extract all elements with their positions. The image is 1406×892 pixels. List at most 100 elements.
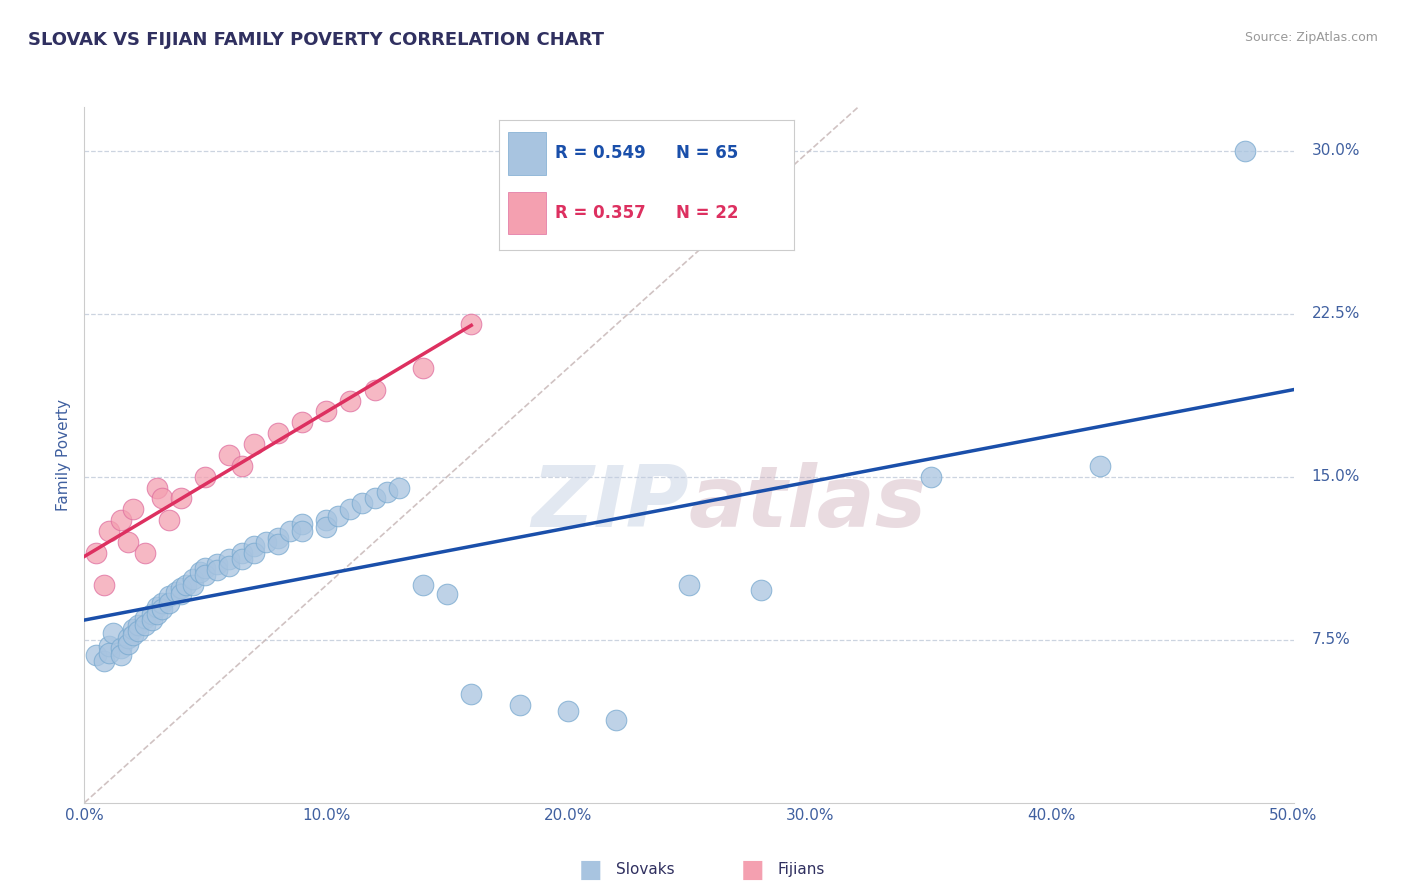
- FancyBboxPatch shape: [508, 192, 547, 235]
- Point: [315, 404, 337, 418]
- Text: SLOVAK VS FIJIAN FAMILY POVERTY CORRELATION CHART: SLOVAK VS FIJIAN FAMILY POVERTY CORRELAT…: [28, 31, 605, 49]
- Point: [141, 613, 163, 627]
- Text: R = 0.357: R = 0.357: [555, 204, 645, 222]
- Point: [291, 517, 314, 532]
- FancyBboxPatch shape: [508, 132, 547, 175]
- Point: [460, 318, 482, 332]
- Text: ZIP: ZIP: [531, 462, 689, 545]
- Point: [181, 572, 204, 586]
- Point: [751, 582, 773, 597]
- Point: [242, 546, 264, 560]
- Point: [363, 491, 385, 506]
- Point: [190, 566, 212, 580]
- Point: [315, 519, 337, 533]
- Point: [157, 589, 180, 603]
- Point: [86, 648, 108, 662]
- Point: [121, 628, 143, 642]
- Point: [181, 578, 204, 592]
- Point: [339, 393, 361, 408]
- Point: [174, 578, 197, 592]
- Point: [117, 637, 139, 651]
- Point: [509, 698, 531, 712]
- Point: [267, 537, 290, 551]
- Point: [339, 502, 361, 516]
- Point: [375, 484, 398, 499]
- Point: [412, 578, 434, 592]
- Point: [117, 535, 139, 549]
- Point: [146, 600, 169, 615]
- Point: [110, 641, 132, 656]
- Point: [388, 481, 411, 495]
- Point: [363, 383, 385, 397]
- Point: [194, 469, 217, 483]
- Point: [103, 626, 125, 640]
- Point: [267, 531, 290, 545]
- Point: [127, 617, 149, 632]
- Text: ■: ■: [741, 858, 763, 881]
- Point: [291, 524, 314, 538]
- Point: [157, 513, 180, 527]
- Point: [165, 585, 187, 599]
- Point: [231, 552, 253, 566]
- Point: [150, 602, 173, 616]
- Point: [134, 617, 156, 632]
- Point: [436, 587, 458, 601]
- Point: [170, 587, 193, 601]
- Point: [267, 426, 290, 441]
- Point: [218, 552, 240, 566]
- Point: [412, 360, 434, 375]
- Point: [1234, 144, 1257, 158]
- Point: [194, 561, 217, 575]
- Point: [134, 611, 156, 625]
- Point: [121, 502, 143, 516]
- Text: N = 22: N = 22: [676, 204, 738, 222]
- Point: [110, 648, 132, 662]
- Point: [97, 646, 120, 660]
- Point: [146, 607, 169, 621]
- Y-axis label: Family Poverty: Family Poverty: [56, 399, 72, 511]
- Point: [207, 563, 229, 577]
- Point: [170, 581, 193, 595]
- Point: [242, 437, 264, 451]
- Point: [134, 546, 156, 560]
- Point: [328, 508, 350, 523]
- Point: [291, 415, 314, 429]
- Point: [218, 558, 240, 573]
- Point: [86, 546, 108, 560]
- Point: [352, 496, 374, 510]
- Text: 7.5%: 7.5%: [1312, 632, 1350, 648]
- Point: [127, 624, 149, 638]
- Text: 22.5%: 22.5%: [1312, 306, 1360, 321]
- Text: 15.0%: 15.0%: [1312, 469, 1360, 484]
- Point: [460, 687, 482, 701]
- Point: [231, 458, 253, 473]
- Point: [146, 481, 169, 495]
- Text: N = 65: N = 65: [676, 145, 738, 162]
- Point: [278, 524, 301, 538]
- Point: [117, 631, 139, 645]
- Point: [557, 705, 579, 719]
- Text: Source: ZipAtlas.com: Source: ZipAtlas.com: [1244, 31, 1378, 45]
- Text: 30.0%: 30.0%: [1312, 143, 1360, 158]
- Point: [93, 578, 115, 592]
- Point: [150, 491, 173, 506]
- Point: [678, 578, 700, 592]
- Point: [150, 596, 173, 610]
- Text: ■: ■: [579, 858, 602, 881]
- Point: [254, 535, 277, 549]
- Point: [121, 622, 143, 636]
- Point: [242, 539, 264, 553]
- Point: [605, 713, 627, 727]
- Point: [218, 448, 240, 462]
- Text: atlas: atlas: [689, 462, 927, 545]
- Point: [93, 655, 115, 669]
- Text: R = 0.549: R = 0.549: [555, 145, 645, 162]
- Point: [97, 524, 120, 538]
- Point: [1088, 458, 1111, 473]
- Point: [207, 557, 229, 571]
- Point: [110, 513, 132, 527]
- Point: [231, 546, 253, 560]
- Point: [157, 596, 180, 610]
- Point: [315, 513, 337, 527]
- Point: [920, 469, 942, 483]
